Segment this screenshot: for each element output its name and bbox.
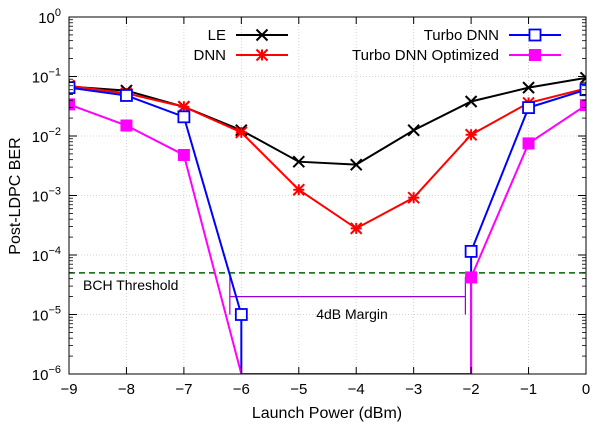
legend: LE DNN Turbo DNN Turbo DNN Optimized [194, 27, 561, 64]
legend-item: DNN [194, 47, 288, 64]
y-tick-label: 10−6 [32, 364, 61, 384]
series-turbo-dnn-optimized [69, 98, 586, 374]
x-tick-label: −4 [348, 381, 365, 398]
data-point [522, 81, 535, 94]
data-point [580, 99, 586, 112]
legend-label: DNN [194, 47, 227, 64]
marker-stroke [464, 95, 478, 108]
legend-label: Turbo DNN [424, 27, 499, 44]
data-point [255, 48, 269, 62]
series-le [69, 71, 586, 171]
x-tick-label: −2 [463, 381, 480, 398]
data-point [464, 95, 478, 108]
data-point [522, 101, 535, 115]
y-tick-label: 10−1 [32, 67, 61, 87]
marker-square [465, 271, 478, 284]
x-tick-label: −5 [290, 381, 307, 398]
marker-square [528, 28, 542, 42]
data-point [522, 137, 535, 150]
marker-square [522, 137, 535, 150]
series-line [69, 84, 586, 230]
y-tick-labels: 10−6 10−5 10−4 10−3 10−2 10−1 100 [32, 7, 61, 384]
series-line [69, 86, 586, 374]
x-tick-label: −6 [233, 381, 250, 398]
data-point [177, 110, 191, 124]
marker-stroke [350, 158, 363, 171]
data-point [234, 308, 248, 321]
x-tick-labels: −9 −8 −7 −6 −5 −4 −3 −2 −1 0 [60, 381, 590, 398]
marker-stroke [292, 155, 305, 168]
data-point [464, 244, 478, 258]
data-point [528, 28, 542, 42]
data-point [292, 155, 305, 168]
x-tick-label: −7 [175, 381, 192, 398]
x-tick-label: −3 [405, 381, 422, 398]
y-axis-label: Post-LDPC BER [7, 137, 24, 254]
threshold-label: BCH Threshold [83, 277, 178, 293]
data-point [465, 271, 478, 284]
data-point [69, 81, 76, 95]
data-point [350, 158, 363, 171]
legend-label: Turbo DNN Optimized [352, 47, 499, 64]
series-dnn [69, 79, 586, 235]
data-point [120, 119, 133, 132]
y-tick-label: 10−3 [32, 186, 61, 206]
marker-stroke [407, 124, 420, 137]
data-point [407, 124, 420, 137]
legend-item: Turbo DNN [424, 27, 561, 44]
data-point [120, 89, 133, 102]
series-line [69, 76, 586, 166]
series-layer [69, 71, 586, 374]
data-point [350, 222, 363, 235]
marker-square [177, 110, 191, 124]
y-tick-label: 10−4 [32, 245, 61, 265]
data-point [464, 128, 478, 141]
x-axis-label: Launch Power (dBm) [252, 405, 402, 422]
legend-item: Turbo DNN Optimized [352, 47, 561, 64]
tick-layer [68, 16, 587, 375]
y-tick-label: 10−2 [32, 126, 61, 146]
marker-stroke [255, 28, 269, 42]
data-point [579, 71, 586, 85]
legend-item: LE [208, 27, 288, 44]
data-point [235, 126, 248, 139]
marker-square [234, 308, 248, 321]
x-tick-label: 0 [582, 381, 590, 398]
y-tick-label: 10−5 [32, 305, 61, 325]
marker-stroke [522, 81, 535, 94]
data-point [69, 98, 75, 111]
data-point [529, 49, 541, 61]
marker-square [580, 99, 586, 112]
marker-square [120, 89, 133, 102]
data-point [292, 183, 305, 196]
x-tick-label: −8 [118, 381, 135, 398]
data-point [177, 148, 190, 161]
marker-square [464, 244, 478, 258]
marker-square [120, 119, 133, 132]
marker-square [69, 98, 75, 111]
data-point [407, 191, 420, 204]
margin-label: 4dB Margin [316, 306, 388, 322]
data-point [255, 28, 269, 42]
series-turbo-dnn [69, 81, 586, 374]
marker-square [177, 148, 190, 161]
marker-square [522, 101, 535, 115]
marker-square [69, 81, 76, 95]
y-tick-label: 100 [38, 7, 61, 27]
legend-label: LE [208, 27, 226, 44]
marker-stroke [579, 76, 586, 85]
series-line [69, 103, 586, 374]
marker-square [529, 49, 541, 61]
marker-stroke [579, 71, 586, 80]
x-tick-label: −1 [520, 381, 537, 398]
x-tick-label: −9 [60, 381, 77, 398]
